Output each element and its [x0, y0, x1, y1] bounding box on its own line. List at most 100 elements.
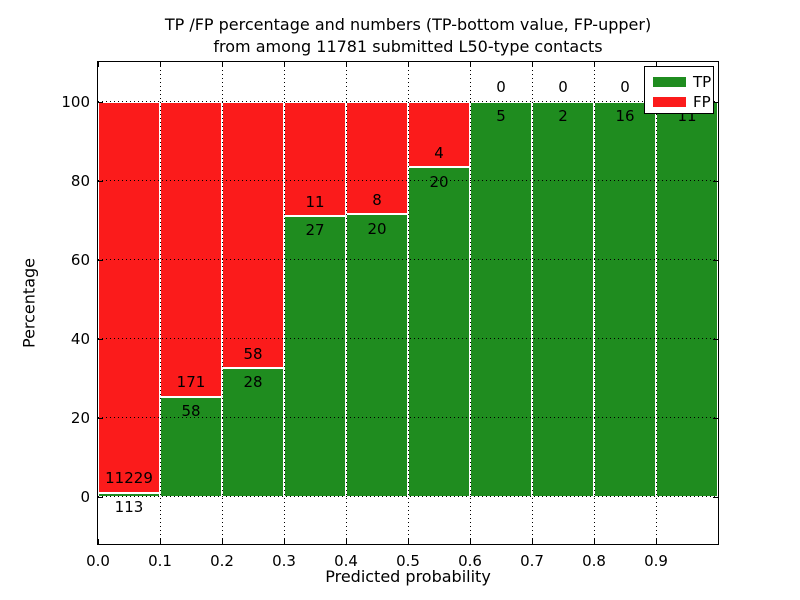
- y-tick-label: 0: [80, 487, 90, 506]
- v-gridline: [160, 62, 161, 544]
- bar-fp-segment: [284, 101, 346, 216]
- y-tick: [98, 181, 103, 182]
- fp-count-label: 0: [558, 78, 568, 97]
- x-tick-label: 0.8: [582, 552, 606, 570]
- x-tick: [408, 62, 409, 67]
- x-tick-label: 0.4: [334, 552, 358, 570]
- x-tick: [160, 62, 161, 67]
- x-tick: [346, 539, 347, 544]
- x-tick: [532, 539, 533, 544]
- y-tick-label: 40: [70, 329, 90, 348]
- bar-tp-segment: [656, 101, 718, 497]
- x-tick-label: 0.7: [520, 552, 544, 570]
- x-tick-label: 0.0: [86, 552, 110, 570]
- legend: TP FP: [644, 66, 714, 114]
- y-tick: [713, 102, 718, 103]
- v-gridline: [656, 62, 657, 544]
- bar-fp-segment: [160, 101, 222, 397]
- x-tick: [408, 539, 409, 544]
- x-tick: [98, 539, 99, 544]
- plot-area: TP FP 11229 113 171 58 58 28 11 27 8 20 4 20 0 5 0 2 0 16…: [61, 61, 719, 570]
- y-tick: [98, 497, 103, 498]
- x-tick-label: 0.3: [272, 552, 296, 570]
- bar-tp-segment: [160, 396, 222, 497]
- v-gridline: [470, 62, 471, 544]
- v-gridline: [532, 62, 533, 544]
- legend-item-fp: FP: [653, 93, 713, 111]
- x-tick-label: 0.5: [396, 552, 420, 570]
- y-tick: [713, 497, 718, 498]
- x-tick: [346, 62, 347, 67]
- tp-count-label: 20: [429, 172, 449, 191]
- chart-title: TP /FP percentage and numbers (TP-bottom…: [8, 14, 800, 58]
- chart-title-line1: TP /FP percentage and numbers (TP-bottom…: [164, 15, 652, 34]
- fp-count-label: 0: [496, 78, 506, 97]
- y-tick: [713, 260, 718, 261]
- y-tick-label: 100: [61, 92, 90, 111]
- bar-tp-segment: [284, 215, 346, 497]
- bar-fp-segment: [98, 101, 160, 493]
- bar-tp-segment: [408, 167, 470, 497]
- fp-count-label: 171: [176, 373, 206, 392]
- bar-tp-segment: [594, 101, 656, 497]
- tp-count-label: 58: [181, 401, 201, 420]
- x-tick: [656, 539, 657, 544]
- x-tick: [532, 62, 533, 67]
- tp-count-label: 20: [367, 219, 387, 238]
- bar-fp-segment: [222, 101, 284, 368]
- y-tick-label: 20: [70, 408, 90, 427]
- y-tick: [98, 260, 103, 261]
- v-gridline: [222, 62, 223, 544]
- x-tick: [98, 62, 99, 67]
- fp-count-label: 0: [620, 78, 630, 97]
- fp-count-label: 11229: [105, 469, 153, 488]
- x-tick: [284, 62, 285, 67]
- legend-swatch-fp-icon: [653, 97, 686, 107]
- tp-count-label: 5: [496, 106, 506, 125]
- y-tick-label: 60: [70, 250, 90, 269]
- y-tick: [98, 418, 103, 419]
- x-tick: [594, 62, 595, 67]
- bar-tp-segment: [346, 214, 408, 497]
- bar-tp-segment: [532, 101, 594, 497]
- legend-label-fp: FP: [693, 93, 711, 111]
- v-gridline: [594, 62, 595, 544]
- x-axis-label: Predicted probability: [325, 567, 491, 586]
- y-axis-label: Percentage: [19, 257, 39, 349]
- chart-title-line2: from among 11781 submitted L50-type cont…: [213, 37, 603, 56]
- fp-count-label: 58: [243, 344, 263, 363]
- fp-count-label: 11: [305, 192, 325, 211]
- tp-count-label: 28: [243, 373, 263, 392]
- x-tick: [222, 62, 223, 67]
- legend-swatch-tp-icon: [653, 77, 686, 87]
- legend-label-tp: TP: [693, 73, 712, 91]
- y-tick-label: 80: [70, 171, 90, 190]
- y-tick: [713, 418, 718, 419]
- v-gridline: [408, 62, 409, 544]
- y-tick: [98, 339, 103, 340]
- v-gridline: [284, 62, 285, 544]
- x-tick: [222, 539, 223, 544]
- tp-count-label: 16: [615, 106, 635, 125]
- tp-count-label: 2: [558, 106, 568, 125]
- x-tick: [160, 539, 161, 544]
- bar-tp-segment: [98, 492, 160, 497]
- tp-count-label: 113: [114, 497, 144, 516]
- fp-count-label: 4: [434, 144, 444, 163]
- x-tick: [656, 62, 657, 67]
- x-tick-label: 0.9: [644, 552, 668, 570]
- x-tick: [594, 539, 595, 544]
- x-tick-label: 0.6: [458, 552, 482, 570]
- bar-tp-segment: [470, 101, 532, 497]
- fp-count-label: 8: [372, 191, 382, 210]
- y-tick: [713, 339, 718, 340]
- x-tick: [470, 62, 471, 67]
- x-tick: [470, 539, 471, 544]
- tp-count-label: 27: [305, 221, 325, 240]
- y-tick: [98, 102, 103, 103]
- x-tick-label: 0.2: [210, 552, 234, 570]
- y-tick: [713, 181, 718, 182]
- v-gridline: [346, 62, 347, 544]
- x-tick: [284, 539, 285, 544]
